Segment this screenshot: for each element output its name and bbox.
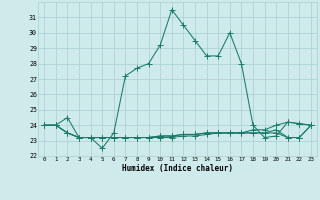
X-axis label: Humidex (Indice chaleur): Humidex (Indice chaleur) <box>122 164 233 173</box>
